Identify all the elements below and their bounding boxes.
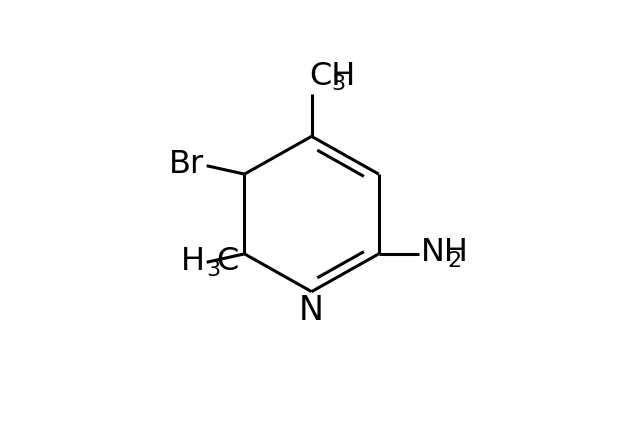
Text: H: H [180, 246, 205, 277]
Text: CH: CH [310, 61, 356, 92]
Text: NH: NH [420, 237, 468, 268]
Text: 3: 3 [331, 74, 345, 94]
Text: 2: 2 [447, 251, 461, 271]
Text: Br: Br [170, 149, 205, 180]
Text: C: C [216, 246, 239, 277]
Text: 3: 3 [206, 260, 220, 280]
Text: N: N [299, 294, 324, 327]
